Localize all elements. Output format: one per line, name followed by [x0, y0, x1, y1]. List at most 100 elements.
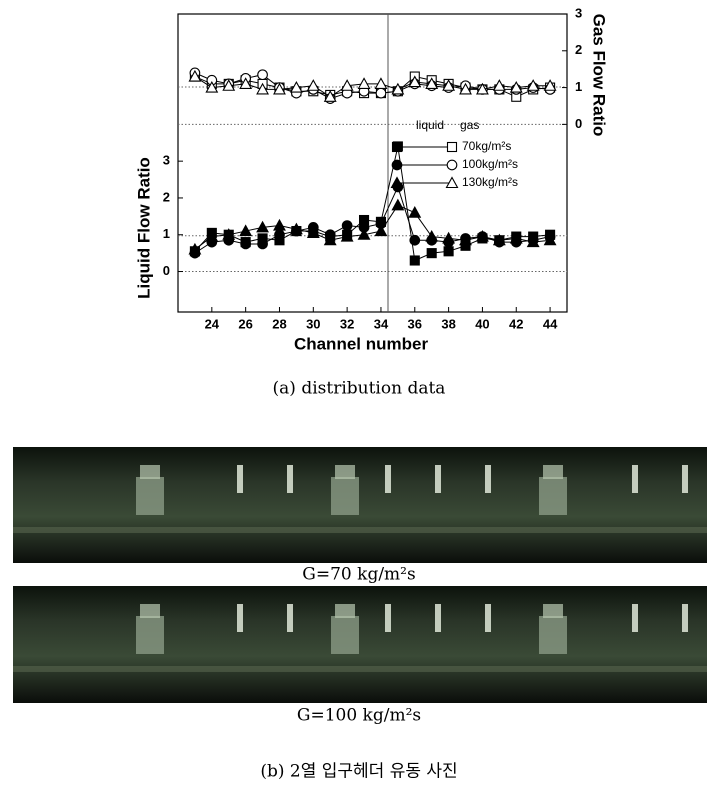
- marker: [492, 233, 506, 246]
- marker: [409, 234, 421, 246]
- y-axis-label: Liquid Flow Ratio: [134, 157, 153, 299]
- marker: [526, 235, 540, 248]
- marker: [426, 248, 437, 259]
- marker: [543, 79, 557, 91]
- header-wall: [13, 527, 707, 533]
- marker: [273, 82, 286, 95]
- legend-marker: [391, 159, 403, 171]
- marker: [425, 77, 439, 89]
- legend-label: 70kg/m²s: [462, 139, 511, 153]
- marker: [408, 206, 422, 218]
- marker: [443, 246, 454, 257]
- legend-marker: [390, 176, 404, 189]
- marker: [323, 233, 337, 246]
- marker: [476, 229, 489, 242]
- marker: [341, 220, 353, 231]
- channel-slot: [682, 604, 688, 632]
- marker: [257, 238, 268, 250]
- marker: [306, 79, 320, 91]
- x-tick-label: 32: [340, 316, 354, 331]
- marker: [205, 80, 219, 93]
- y2-axis-label: Gas Flow Ratio: [590, 14, 609, 137]
- liquid-line: [194, 204, 551, 250]
- marker: [357, 228, 371, 240]
- marker: [459, 233, 472, 246]
- header-fitting: [543, 465, 563, 479]
- legend-marker: [446, 141, 458, 153]
- channel-slot: [287, 604, 293, 632]
- marker: [306, 226, 320, 238]
- header-wall: [13, 666, 707, 672]
- y2-tick-label: 3: [575, 5, 582, 20]
- y-tick-label: 3: [163, 153, 170, 168]
- marker: [239, 77, 253, 89]
- marker: [205, 229, 219, 242]
- marker: [374, 77, 388, 89]
- x-tick-label: 38: [441, 316, 455, 331]
- marker: [323, 90, 337, 102]
- legend-marker: [446, 159, 458, 171]
- caption: (a) distribution data: [273, 379, 446, 399]
- channel-slot: [682, 465, 688, 493]
- marker: [425, 229, 439, 242]
- marker: [289, 222, 303, 235]
- marker: [188, 242, 202, 255]
- channel-slot: [435, 465, 441, 493]
- gas-line: [194, 76, 551, 98]
- y2-tick-label: 1: [575, 79, 582, 94]
- marker: [543, 233, 557, 246]
- header-fitting: [136, 616, 164, 654]
- marker: [476, 82, 489, 95]
- marker: [188, 69, 202, 82]
- liquid-line: [194, 185, 551, 254]
- marker: [391, 198, 405, 211]
- marker: [442, 79, 456, 91]
- marker: [509, 80, 523, 93]
- channel-slot: [485, 604, 491, 632]
- marker: [409, 255, 420, 266]
- legend-label: 130kg/m²s: [462, 175, 518, 189]
- marker: [408, 75, 422, 88]
- header-fitting: [335, 465, 355, 479]
- marker: [256, 82, 269, 95]
- y-tick-label: 1: [163, 226, 170, 241]
- channel-slot: [632, 604, 638, 632]
- marker: [240, 238, 252, 250]
- y-tick-label: 2: [163, 189, 170, 204]
- x-tick-label: 30: [306, 316, 320, 331]
- x-tick-label: 24: [205, 316, 220, 331]
- channel-slot: [287, 465, 293, 493]
- marker: [492, 79, 506, 91]
- x-tick-label: 34: [374, 316, 389, 331]
- marker: [374, 224, 388, 237]
- channel-slot: [485, 465, 491, 493]
- header-fitting: [136, 477, 164, 515]
- channel-slot: [435, 604, 441, 632]
- flow-photo: [13, 586, 707, 703]
- y2-tick-label: 0: [575, 116, 582, 131]
- marker: [340, 79, 354, 91]
- channel-slot: [385, 465, 391, 493]
- marker: [357, 77, 371, 89]
- marker: [222, 79, 236, 91]
- legend-header: liquid: [416, 118, 444, 132]
- legend-marker: [445, 176, 459, 189]
- x-tick-label: 26: [238, 316, 252, 331]
- header-fitting: [539, 616, 567, 654]
- marker: [375, 87, 387, 99]
- photo-caption: G=70 kg/m²s: [302, 565, 415, 585]
- header-fitting: [335, 604, 355, 618]
- x-tick-label: 28: [272, 316, 286, 331]
- legend-marker: [391, 141, 403, 153]
- y-tick-label: 0: [163, 263, 170, 278]
- flow-photo: [13, 447, 707, 563]
- header-fitting: [331, 616, 359, 654]
- plot-frame: [177, 13, 568, 313]
- marker: [459, 82, 472, 95]
- legend-label: 100kg/m²s: [462, 157, 518, 171]
- photo-caption: G=100 kg/m²s: [297, 706, 421, 726]
- channel-slot: [237, 465, 243, 493]
- header-fitting: [140, 465, 160, 479]
